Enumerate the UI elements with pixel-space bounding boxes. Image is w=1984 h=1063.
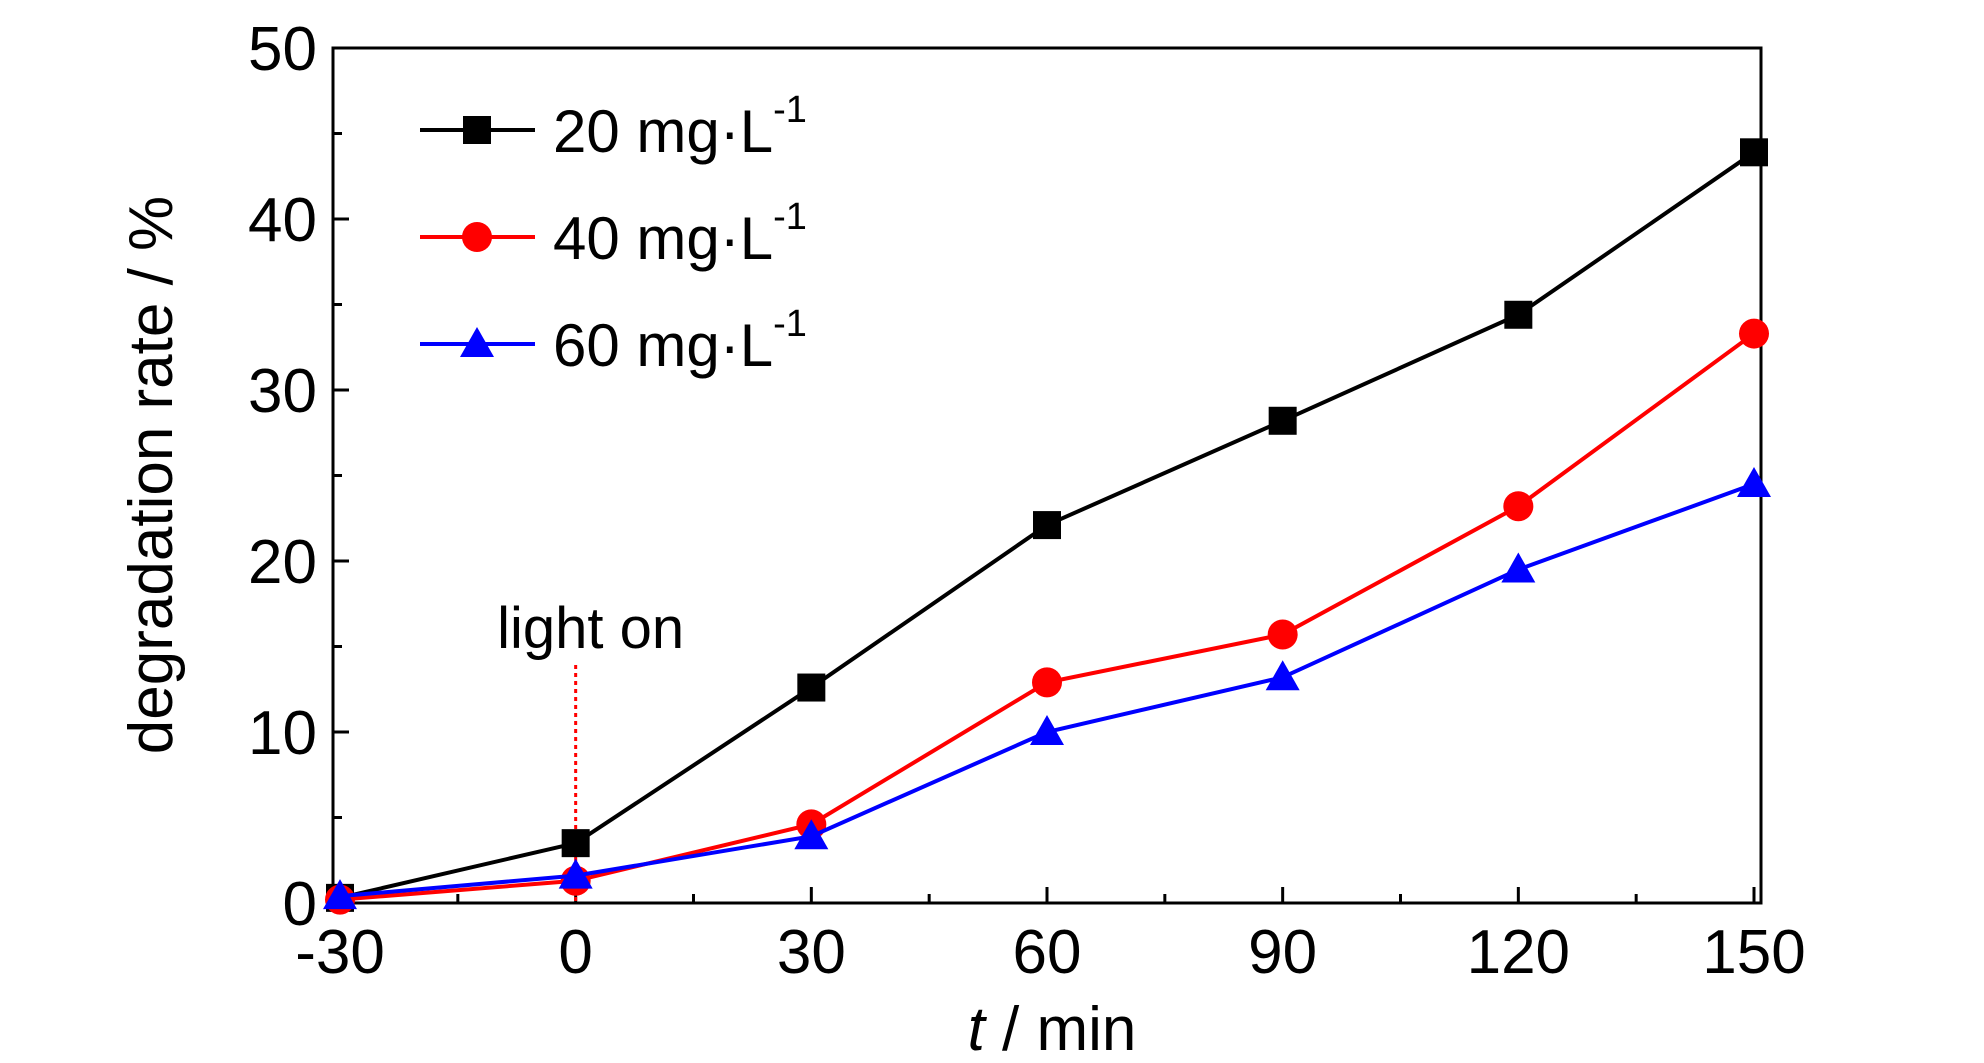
data-point [323,879,357,910]
data-point [794,819,829,850]
data-point [1740,138,1768,167]
data-point [1503,491,1534,522]
x-tick-label: 150 [1702,918,1805,987]
x-tick-label: 0 [558,918,592,987]
x-tick-label: 60 [1013,918,1082,987]
y-axis-label: degradation rate / % [117,196,186,754]
data-point [1033,511,1061,540]
plot-frame [331,46,1763,905]
light-on-annotation: light on [497,596,684,903]
x-tick-label: 90 [1248,918,1317,987]
data-point [1030,715,1064,745]
legend-entry: 20 mg·L-1 [420,89,807,165]
data-point [1267,619,1298,650]
data-point [1501,552,1536,583]
legend-label: 60 mg·L-1 [553,303,807,379]
x-tick-label: 120 [1467,918,1570,987]
data-point [1739,318,1769,349]
y-tick-label: 20 [248,528,317,597]
legend-marker [463,116,491,144]
data-point [1032,667,1062,698]
data-point [1265,660,1300,691]
y-tick-label: 40 [248,186,317,255]
x-axis-label: t / min [968,995,1137,1063]
data-point [561,829,590,858]
legend-marker [460,327,494,357]
y-tick-label: 50 [248,15,317,84]
light-on-label: light on [497,596,684,661]
axis-ticks [333,46,1756,905]
series-3 [323,467,1771,910]
data-point [1504,300,1533,329]
y-tick-label: 10 [248,699,317,768]
y-tick-label: 30 [248,357,317,426]
x-tick-label: 30 [777,918,846,987]
data-point [1268,406,1297,435]
series-layer [323,138,1771,915]
x-tick-label: -30 [295,918,385,987]
legend: 20 mg·L-1 40 mg·L-1 60 mg·L-1 [420,89,807,379]
y-tick-label: 0 [283,870,317,939]
data-point [558,858,593,889]
legend-entry: 40 mg·L-1 [420,196,807,272]
legend-marker [462,222,492,252]
legend-entry: 60 mg·L-1 [420,303,807,379]
series-1 [326,138,1768,912]
legend-label: 40 mg·L-1 [553,196,807,272]
data-point [1737,467,1771,498]
data-point [797,673,826,702]
legend-label: 20 mg·L-1 [553,89,807,165]
